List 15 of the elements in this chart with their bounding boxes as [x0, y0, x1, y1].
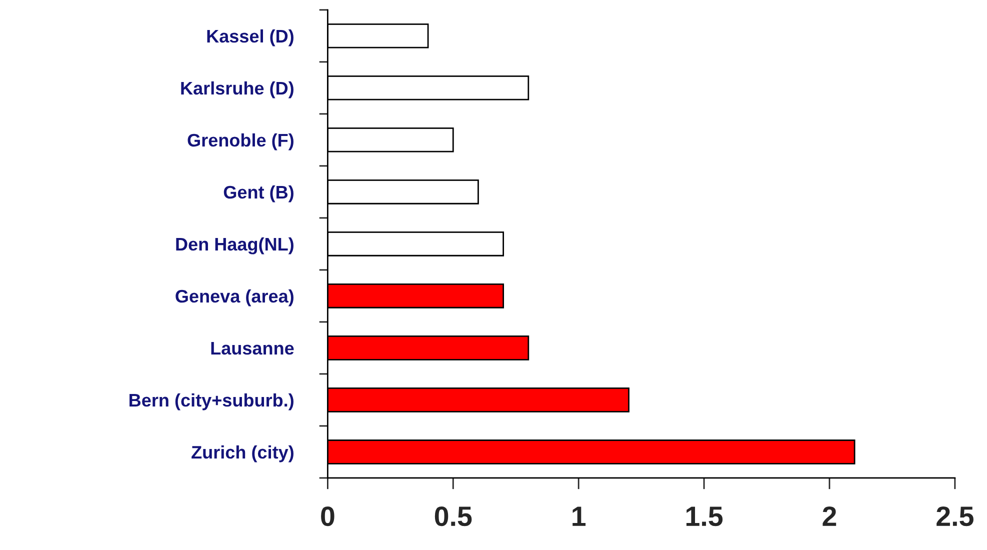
y-tick-label: Gent (B): [224, 185, 294, 202]
x-tick-label: 0: [321, 506, 334, 526]
x-tick-label: 2: [822, 506, 836, 526]
y-tick-label: Kassel (D): [207, 29, 294, 46]
y-tick-label: Geneva (area): [176, 289, 294, 306]
y-tick-label: Lausanne: [211, 342, 294, 355]
y-tick-label: Zurich (city): [192, 445, 294, 462]
y-tick-label: Grenoble (F): [188, 133, 294, 150]
y-tick-label: Den Haag(NL): [176, 237, 294, 254]
y-tick-label: Karlsruhe (D): [181, 81, 294, 98]
y-tick-label: Bern (city+suburb.): [130, 393, 294, 410]
x-tick-label: 1: [572, 506, 586, 526]
x-tick-label: 2.5: [936, 506, 974, 526]
x-tick-label: 1.5: [686, 506, 723, 526]
x-tick-label: 0.5: [434, 506, 472, 526]
